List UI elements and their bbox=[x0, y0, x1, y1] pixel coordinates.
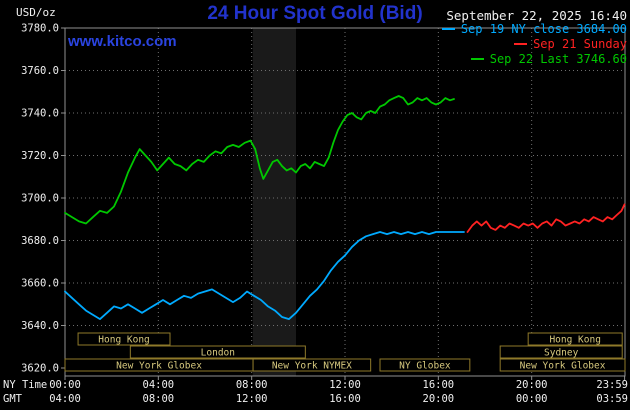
session-label: New York Globex bbox=[520, 361, 606, 372]
x-tick-label-gmt: 08:00 bbox=[143, 393, 175, 405]
y-tick-label: 3660.0 bbox=[21, 278, 59, 290]
y-tick-label: 3620.0 bbox=[21, 363, 59, 375]
series-line-sep-21 bbox=[466, 203, 626, 233]
x-tick-label-gmt: 12:00 bbox=[236, 393, 268, 405]
session-box bbox=[129, 345, 306, 359]
legend-label: Sep 21 Sunday bbox=[533, 36, 627, 51]
x-tick-label-nytime: 04:00 bbox=[143, 379, 175, 391]
kitco-website-link[interactable]: www.kitco.com bbox=[68, 33, 177, 50]
x-tick-label-nytime: 20:00 bbox=[516, 379, 548, 391]
session-box bbox=[527, 332, 623, 346]
session-label: New York NYMEX bbox=[272, 361, 352, 372]
x-tick-label-gmt: 04:00 bbox=[49, 393, 81, 405]
x-tick-label-nytime: 08:00 bbox=[236, 379, 268, 391]
session-label: Hong Kong bbox=[549, 335, 600, 346]
session-box bbox=[77, 332, 171, 346]
legend-item-sep22: Sep 22 Last 3746.60 bbox=[442, 51, 627, 66]
legend-label: Sep 19 NY close 3684.00 bbox=[460, 21, 627, 36]
legend-item-sep21: Sep 21 Sunday bbox=[442, 36, 627, 51]
series-line-sep-22 bbox=[64, 95, 455, 225]
x-tick-label-nytime: 12:00 bbox=[329, 379, 361, 391]
session-box bbox=[499, 345, 623, 359]
x-tick-label-nytime: 16:00 bbox=[423, 379, 455, 391]
legend-dash-icon bbox=[514, 42, 528, 45]
x-tick-label-gmt: 03:59 bbox=[596, 393, 628, 405]
series-line-sep-19 bbox=[64, 231, 465, 321]
y-tick-label: 3680.0 bbox=[21, 235, 59, 247]
legend: Sep 19 NY close 3684.00 Sep 21 Sunday Se… bbox=[441, 21, 627, 66]
legend-dash-icon bbox=[441, 27, 455, 30]
legend-dash-icon bbox=[470, 57, 484, 60]
y-axis-unit-label: USD/oz bbox=[16, 6, 56, 19]
session-box bbox=[499, 358, 626, 372]
y-tick-label: 3760.0 bbox=[21, 65, 59, 77]
session-label: New York Globex bbox=[116, 361, 202, 372]
session-label: London bbox=[201, 348, 235, 359]
x-tick-label-nytime: 23:59 bbox=[596, 379, 628, 391]
chart-title: 24 Hour Spot Gold (Bid) bbox=[207, 3, 423, 24]
session-box bbox=[252, 358, 372, 372]
session-box bbox=[379, 358, 471, 372]
y-tick-label: 3740.0 bbox=[21, 108, 59, 120]
x-tick-label-gmt: 00:00 bbox=[516, 393, 548, 405]
session-label: NY Globex bbox=[399, 361, 451, 372]
legend-item-sep19: Sep 19 NY close 3684.00 bbox=[441, 21, 627, 36]
chart-datetime: September 22, 2025 16:40 bbox=[446, 8, 627, 23]
y-tick-label: 3780.0 bbox=[21, 23, 59, 35]
x-tick-label-nytime: 00:00 bbox=[49, 379, 81, 391]
x-axis-row-label-gmt: GMT bbox=[3, 393, 23, 405]
x-tick-label-gmt: 20:00 bbox=[423, 393, 455, 405]
y-tick-label: 3700.0 bbox=[21, 193, 59, 205]
session-highlight-band bbox=[252, 28, 296, 376]
legend-label: Sep 22 Last 3746.60 bbox=[489, 51, 627, 66]
y-tick-label: 3640.0 bbox=[21, 320, 59, 332]
session-label: Sydney bbox=[544, 348, 579, 359]
y-tick-label: 3720.0 bbox=[21, 150, 59, 162]
session-label: Hong Kong bbox=[98, 335, 149, 346]
x-tick-label-gmt: 16:00 bbox=[329, 393, 361, 405]
x-axis-row-label-nytime: NY Time bbox=[3, 379, 47, 391]
